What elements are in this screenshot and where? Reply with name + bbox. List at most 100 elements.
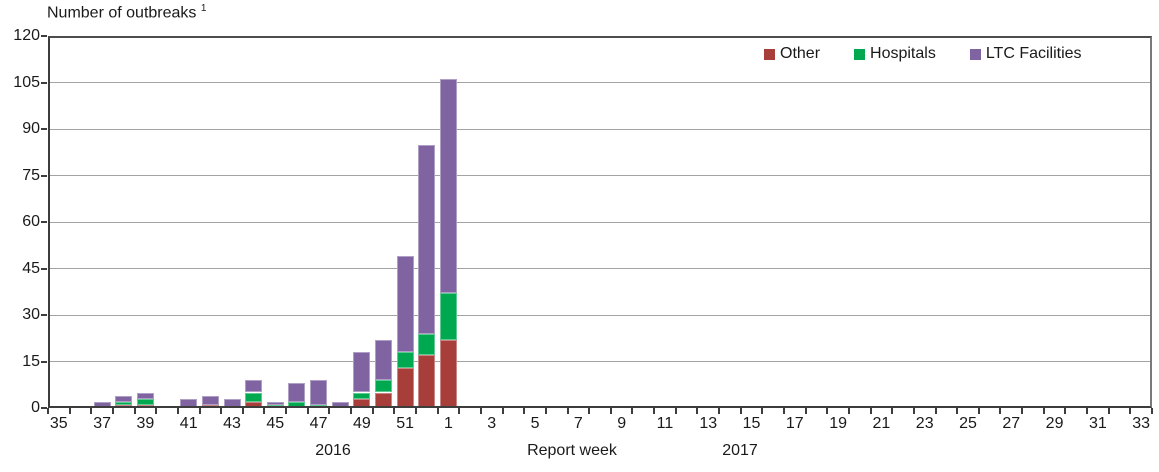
gridline-45	[48, 268, 1152, 269]
x-tick-label: 5	[530, 415, 540, 432]
y-tick-mark	[41, 314, 47, 316]
y-tick-label: 120	[13, 27, 40, 44]
x-tick-mark	[1107, 408, 1110, 414]
bar-segment-hospitals	[353, 392, 371, 399]
y-tick-label: 60	[22, 213, 40, 230]
legend-label: LTC Facilities	[985, 45, 1082, 62]
chart-title: Number of outbreaks 1	[47, 3, 206, 22]
bar-segment-ltc-facilities	[201, 395, 219, 405]
x-tick-mark	[718, 408, 721, 414]
x-tick-mark	[934, 408, 937, 414]
bar-segment-ltc-facilities	[180, 398, 198, 408]
x-tick-label: 39	[136, 415, 155, 432]
x-axis-year-label-2016: 2016	[315, 442, 351, 459]
plot-area	[48, 36, 1152, 408]
bar-segment-ltc-facilities	[439, 79, 457, 294]
y-tick-mark	[41, 407, 47, 409]
x-tick-mark	[479, 408, 482, 414]
x-tick-label: 45	[266, 415, 285, 432]
bar-segment-ltc-facilities	[245, 380, 263, 393]
chart-title-text: Number of outbreaks	[47, 4, 197, 22]
x-tick-mark	[804, 408, 807, 414]
x-tick-mark	[1129, 408, 1132, 414]
bar-segment-hospitals	[115, 401, 133, 405]
bar-segment-other	[245, 401, 263, 408]
y-tick-mark	[41, 35, 47, 37]
gridline-60	[48, 221, 1152, 223]
x-tick-label: 21	[872, 415, 891, 432]
x-tick-label: 43	[223, 415, 241, 432]
x-tick-label: 37	[93, 415, 111, 432]
bar-segment-hospitals	[310, 404, 328, 408]
x-tick-mark	[523, 408, 526, 414]
x-tick-mark	[306, 408, 309, 414]
x-tick-mark	[891, 408, 894, 414]
legend-label: Other	[780, 45, 821, 62]
x-tick-label: 33	[1132, 415, 1151, 432]
bar-segment-ltc-facilities	[223, 398, 241, 408]
x-tick-mark	[826, 408, 829, 414]
x-tick-mark	[566, 408, 569, 414]
x-tick-mark	[1021, 408, 1024, 414]
x-tick-mark	[393, 408, 396, 414]
x-tick-mark	[783, 408, 785, 414]
bar-segment-ltc-facilities	[115, 395, 133, 402]
y-tick-mark	[41, 267, 47, 270]
x-tick-mark	[653, 408, 656, 414]
x-tick-mark	[371, 408, 374, 414]
x-tick-label: 13	[699, 415, 718, 432]
legend-item-hospitals: Hospitals	[854, 45, 936, 63]
x-axis-year-label-2017: 2017	[722, 442, 758, 459]
legend-item-ltc-facilities: LTC Facilities	[969, 45, 1082, 63]
x-tick-mark	[609, 408, 612, 414]
bar-segment-ltc-facilities	[331, 401, 349, 408]
x-tick-label: 1	[444, 415, 453, 432]
y-tick-label: 30	[22, 306, 40, 323]
bar-segment-hospitals	[439, 293, 457, 340]
bar-segment-other	[201, 404, 219, 408]
bar-segment-ltc-facilities	[266, 401, 284, 405]
x-tick-label: 17	[785, 415, 804, 432]
x-tick-label: 25	[959, 415, 977, 432]
x-tick-label: 15	[742, 415, 761, 432]
x-tick-label: 7	[573, 415, 583, 432]
y-tick-mark	[41, 128, 47, 130]
bar-segment-other	[136, 404, 154, 408]
x-tick-mark	[956, 408, 959, 414]
x-tick-label: 9	[617, 415, 627, 432]
bar-segment-hospitals	[418, 333, 436, 356]
x-tick-mark	[912, 408, 915, 414]
x-tick-mark	[999, 408, 1002, 414]
legend: Other Hospitals LTC Facilities	[764, 45, 1082, 63]
legend-swatch-icon	[764, 48, 775, 60]
legend-swatch-icon	[854, 48, 866, 60]
x-tick-label: 3	[487, 415, 497, 432]
y-tick-mark	[41, 174, 47, 177]
bar-segment-hospitals	[245, 392, 263, 402]
bar-segment-ltc-facilities	[310, 380, 328, 405]
x-axis-title: Report week	[527, 442, 617, 459]
x-tick-mark	[176, 408, 179, 414]
x-tick-mark	[1042, 408, 1045, 414]
x-tick-mark	[415, 408, 417, 414]
x-tick-mark	[350, 408, 353, 414]
x-tick-mark	[501, 408, 504, 414]
x-tick-mark	[544, 408, 547, 414]
bar-segment-other	[439, 339, 457, 408]
x-tick-mark	[155, 408, 158, 414]
x-tick-mark	[90, 408, 93, 414]
footnote-marker: 1	[200, 3, 207, 14]
x-tick-mark	[588, 408, 591, 414]
x-tick-mark	[198, 408, 201, 414]
x-tick-label: 29	[1045, 415, 1064, 432]
y-tick-mark	[41, 221, 47, 223]
bar-segment-hospitals	[288, 401, 306, 408]
x-tick-mark	[47, 408, 49, 414]
bar-segment-hospitals	[266, 404, 284, 408]
x-tick-mark	[761, 408, 764, 414]
x-tick-mark	[285, 408, 288, 414]
x-tick-label: 31	[1088, 415, 1107, 432]
legend-swatch-icon	[969, 48, 981, 60]
x-tick-label: 51	[396, 415, 415, 432]
bar-segment-ltc-facilities	[136, 392, 154, 399]
